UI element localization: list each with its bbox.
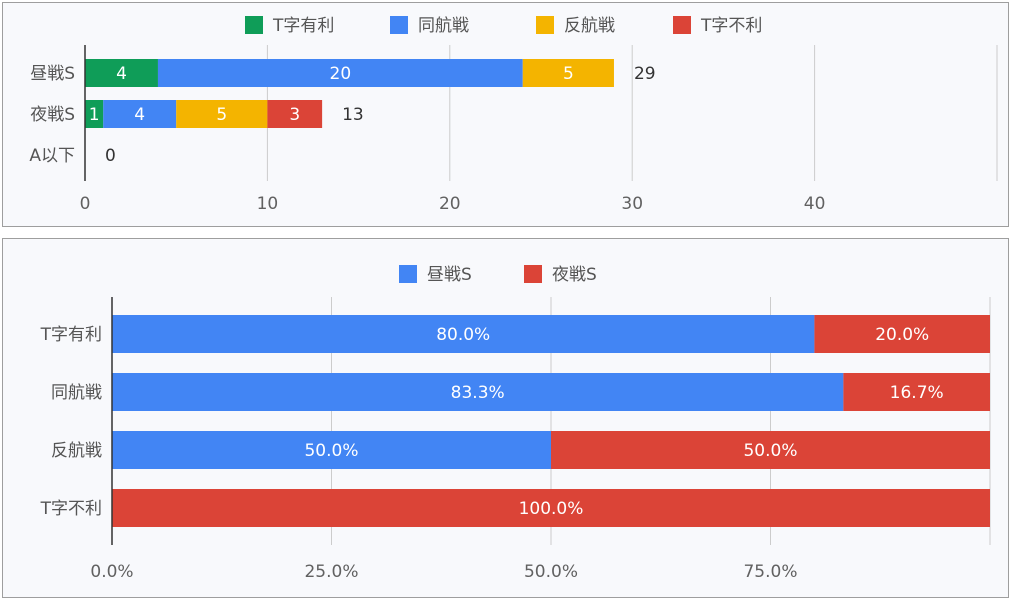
data-label-2-4: 3 <box>289 105 300 125</box>
legend-swatch-1 <box>245 16 263 34</box>
x-tick-label-2: 50.0% <box>524 562 578 582</box>
x-tick-label-2: 20 <box>439 194 461 214</box>
legend-swatch-3 <box>536 16 554 34</box>
data-label-1-2: 20 <box>330 64 352 84</box>
data-label-1-1: 80.0% <box>436 325 490 345</box>
data-label-2-1: 1 <box>89 105 100 125</box>
total-label-1: 29 <box>634 64 656 84</box>
legend-label-4: T字不利 <box>700 16 762 36</box>
bar-1-3 <box>522 59 614 87</box>
category-label-4: T字不利 <box>40 499 102 519</box>
data-label-1-3: 5 <box>563 64 574 84</box>
legend-label-1: T字有利 <box>272 16 334 36</box>
percent-stacked-bar-chart: 昼戦S 夜戦S 0.0% 25.0% 50.0% 75.0% T字有利 80.0% 20.0% 同… <box>40 265 991 582</box>
data-label-2-3: 5 <box>216 105 227 125</box>
bar-2-2 <box>843 373 990 411</box>
legend-swatch-2 <box>524 265 542 283</box>
data-label-2-1: 83.3% <box>451 383 505 403</box>
x-tick-label-1: 10 <box>257 194 279 214</box>
chart-panel-percent-by-engagement: 昼戦S 夜戦S 0.0% 25.0% 50.0% 75.0% T字有利 80.0% 20.0% 同… <box>2 238 1009 598</box>
data-label-2-2: 16.7% <box>890 383 944 403</box>
bar-3-2 <box>551 431 990 469</box>
x-tick-label-3: 30 <box>621 194 643 214</box>
bar-2-2 <box>103 100 177 128</box>
data-label-3-1: 50.0% <box>304 441 358 461</box>
stacked-bar-chart-outcomes: T字有利 同航戦 反航戦 T字不利 0 10 20 30 40 昼戦S 4 20 5 29 夜戦S 1 4 5 3 1… <box>29 16 998 214</box>
bar-4-2 <box>112 489 990 527</box>
category-label-3: A以下 <box>29 146 75 166</box>
data-label-3-2: 50.0% <box>743 441 797 461</box>
chart-panel-outcome-by-formation: T字有利 同航戦 反航戦 T字不利 0 10 20 30 40 昼戦S 4 20 5 29 夜戦S 1 4 5 3 1… <box>2 2 1009 227</box>
legend-label-3: 反航戦 <box>564 16 615 36</box>
legend-label-2: 夜戦S <box>552 265 597 285</box>
category-label-1: T字有利 <box>40 325 102 345</box>
bar-2-4 <box>267 100 323 128</box>
data-label-2-2: 4 <box>134 105 145 125</box>
x-tick-label-1: 25.0% <box>304 562 358 582</box>
category-label-3: 反航戦 <box>51 441 102 461</box>
legend-swatch-1 <box>399 265 417 283</box>
bar-1-2 <box>157 59 523 87</box>
x-tick-label-3: 75.0% <box>743 562 797 582</box>
category-label-1: 昼戦S <box>30 64 75 84</box>
category-label-2: 同航戦 <box>51 383 102 403</box>
x-tick-label-4: 40 <box>804 194 826 214</box>
data-label-1-2: 20.0% <box>875 325 929 345</box>
data-label-4-2: 100.0% <box>519 499 584 519</box>
bar-2-3 <box>176 100 268 128</box>
data-label-1-1: 4 <box>116 64 127 84</box>
bar-1-2 <box>814 315 990 353</box>
bar-1-1 <box>85 59 158 87</box>
bar-2-1 <box>85 100 104 128</box>
category-label-2: 夜戦S <box>30 105 75 125</box>
legend-swatch-4 <box>673 16 691 34</box>
bar-2-1 <box>112 373 844 411</box>
legend-label-1: 昼戦S <box>427 265 472 285</box>
legend-swatch-2 <box>390 16 408 34</box>
total-label-3: 0 <box>105 146 116 166</box>
legend-label-2: 同航戦 <box>418 16 469 36</box>
x-tick-label-0: 0 <box>80 194 91 214</box>
x-tick-label-0: 0.0% <box>90 562 133 582</box>
bar-1-1 <box>112 315 815 353</box>
bar-3-1 <box>112 431 551 469</box>
total-label-2: 13 <box>342 105 364 125</box>
